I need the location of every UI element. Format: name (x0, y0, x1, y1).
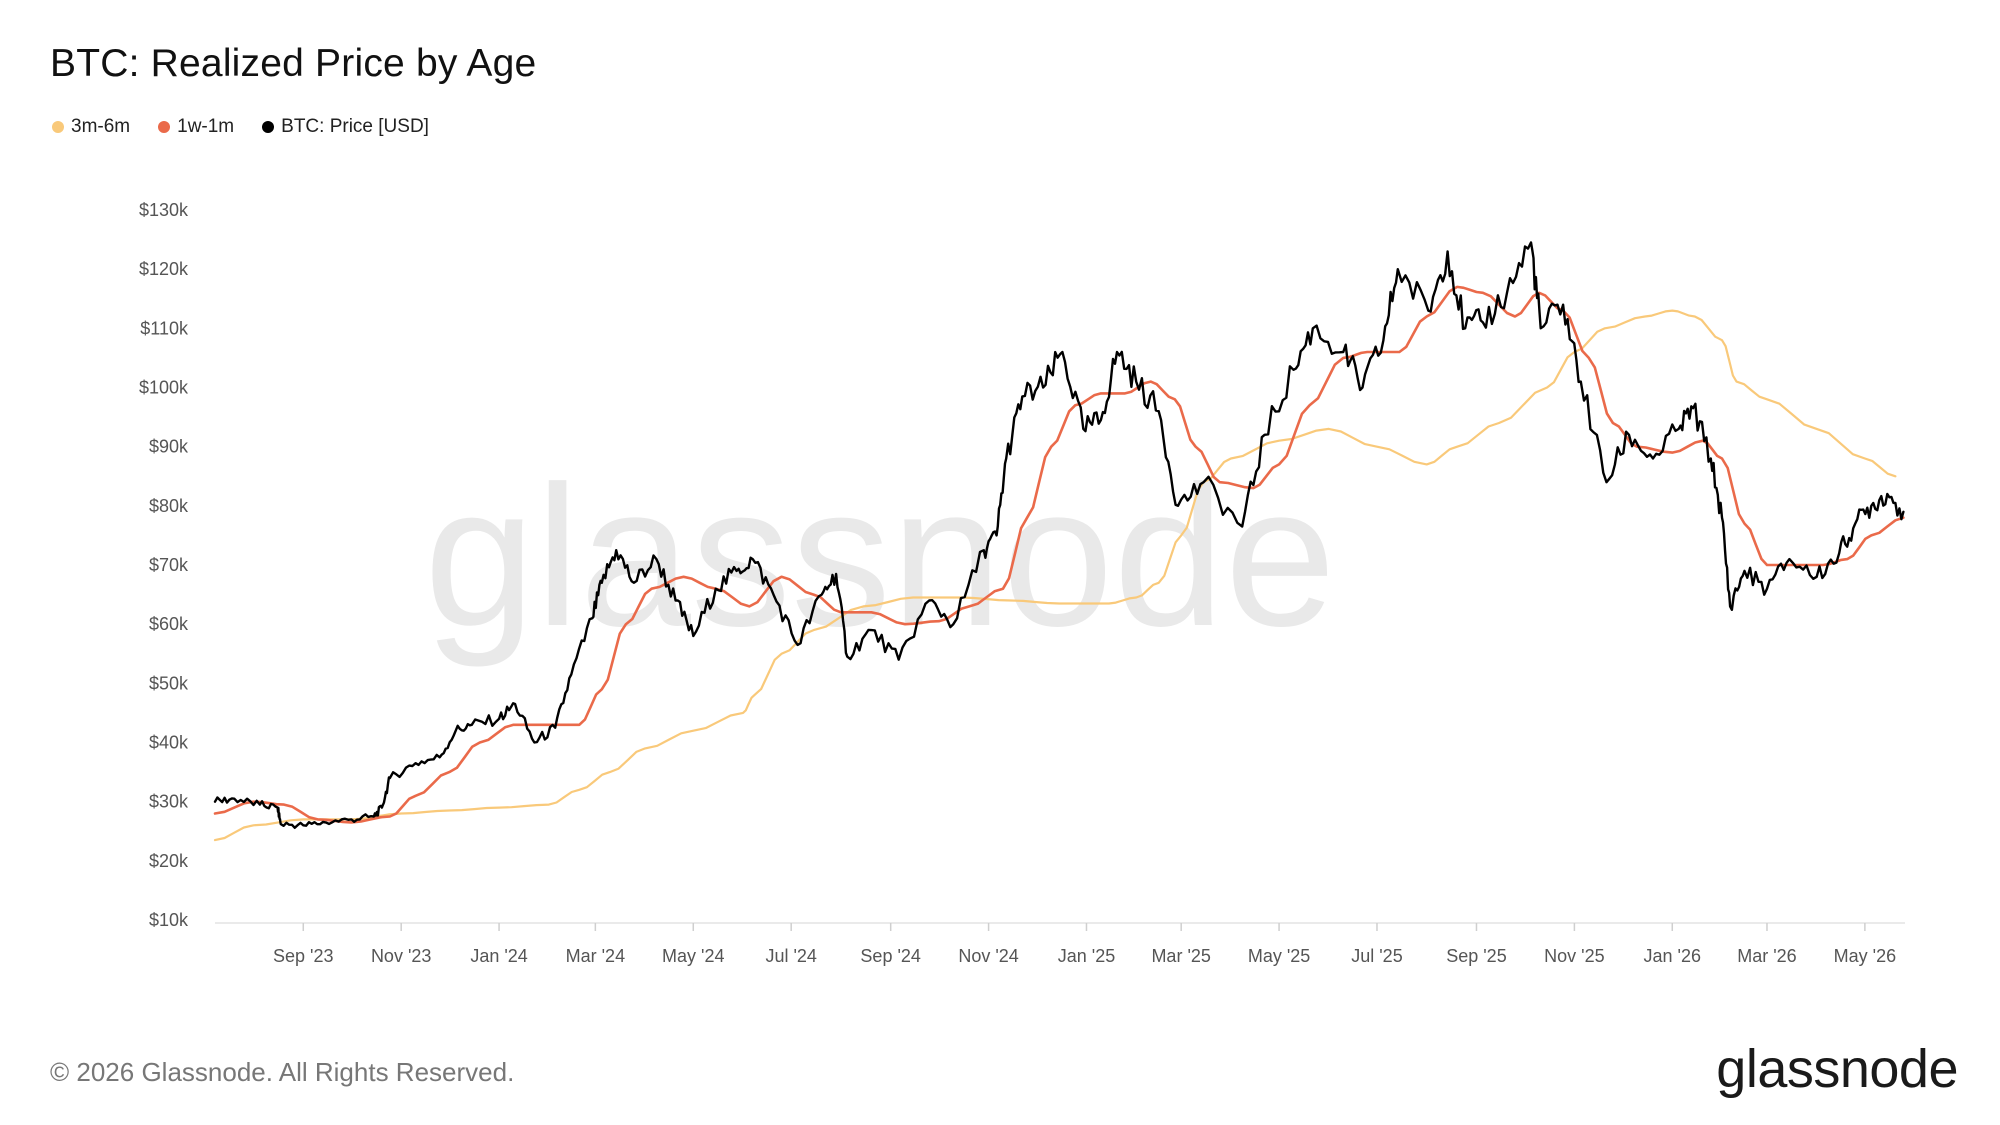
y-tick-label: $20k (149, 851, 189, 871)
x-tick-label: Jan '26 (1644, 946, 1701, 966)
x-tick-label: May '24 (662, 946, 724, 966)
y-tick-label: $30k (149, 792, 189, 812)
y-tick-label: $60k (149, 614, 189, 634)
x-tick-label: Nov '25 (1544, 946, 1604, 966)
series-line-btc-price-usd[interactable] (213, 241, 1905, 829)
x-tick-label: Jan '24 (470, 946, 527, 966)
legend-item-1w-1m[interactable]: 1w-1m (158, 116, 234, 138)
x-tick-label: May '25 (1248, 946, 1310, 966)
x-axis: Sep '23 Nov '23 Jan '24 Mar '24 May '24 Jul '… (215, 922, 1905, 966)
x-tick-label: Sep '24 (860, 946, 921, 966)
x-tick-label: Sep '25 (1446, 946, 1507, 966)
y-tick-label: $90k (149, 437, 189, 457)
x-tick-label: Mar '25 (1151, 946, 1210, 966)
y-axis: $10k $20k $30k $40k $50k $60k $70k $80k $90k $100… (139, 200, 189, 930)
y-tick-label: $40k (149, 733, 189, 753)
y-tick-label: $110k (140, 318, 189, 338)
y-tick-label: $10k (149, 910, 189, 930)
chart-watermark: glassnode (424, 445, 1336, 668)
legend-dot-3m-6m (52, 121, 64, 133)
legend-dot-btc-price (262, 121, 275, 133)
chart-legend: 3m-6m 1w-1m BTC: Price [USD] (52, 116, 429, 138)
x-tick-label: Jul '24 (765, 946, 816, 966)
legend-item-3m-6m[interactable]: 3m-6m (52, 116, 130, 138)
legend-item-btc-price[interactable]: BTC: Price [USD] (262, 116, 429, 138)
legend-label-3m-6m: 3m-6m (71, 116, 131, 137)
glassnode-logo[interactable]: glassnode (1716, 1039, 1958, 1099)
series-line-1w-1m[interactable] (213, 285, 1905, 824)
x-tick-label: Jan '25 (1058, 946, 1115, 966)
series-layer (213, 241, 1905, 842)
y-tick-label: $80k (149, 496, 189, 516)
legend-label-1w-1m: 1w-1m (177, 116, 235, 137)
x-tick-label: Nov '24 (958, 946, 1018, 966)
x-tick-label: May '26 (1834, 946, 1896, 966)
y-tick-label: $130k (139, 200, 189, 220)
x-tick-label: Nov '23 (371, 946, 431, 966)
series-line-3m-6m[interactable] (213, 309, 1897, 842)
y-tick-label: $100k (139, 378, 189, 398)
x-tick-label: Sep '23 (273, 946, 334, 966)
x-tick-label: Mar '24 (566, 946, 625, 966)
chart-title: BTC: Realized Price by Age (50, 42, 537, 85)
x-tick-label: Jul '25 (1351, 946, 1402, 966)
y-tick-label: $50k (149, 673, 189, 693)
legend-dot-1w-1m (158, 121, 171, 133)
x-tick-label: Mar '26 (1737, 946, 1796, 966)
legend-label-btc-price: BTC: Price [USD] (281, 116, 429, 137)
y-tick-label: $120k (139, 259, 189, 279)
footer-copyright: © 2026 Glassnode. All Rights Reserved. (50, 1057, 515, 1087)
y-tick-label: $70k (149, 555, 189, 575)
